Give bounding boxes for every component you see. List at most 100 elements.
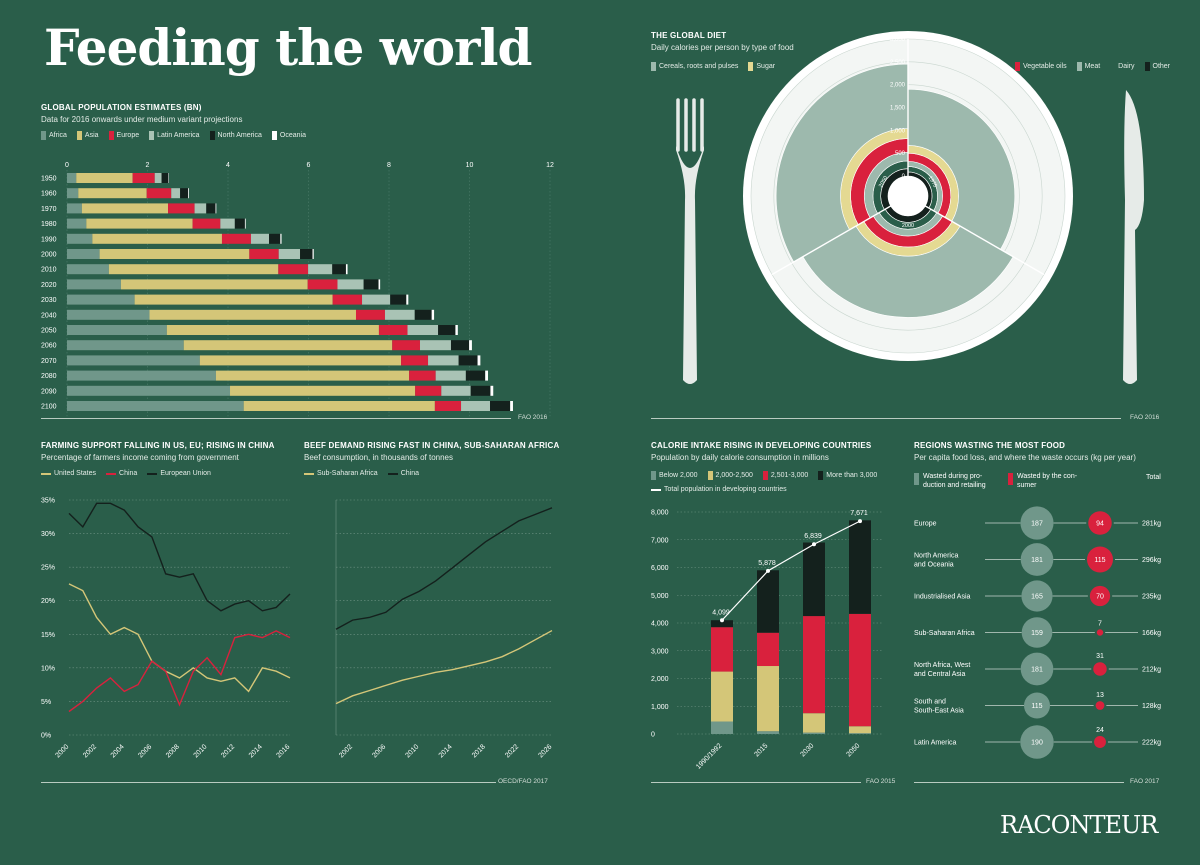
legend-swatch: [818, 471, 824, 480]
x-tick-label: 0: [65, 162, 69, 169]
bar-segment: [428, 355, 459, 366]
bar-segment: [230, 385, 416, 396]
legend-swatch: [651, 62, 656, 71]
bar-segment: [849, 520, 871, 614]
bar-segment: [154, 173, 162, 183]
legend-swatch: [149, 131, 155, 140]
legend-item: Other: [1144, 62, 1170, 71]
diet-rule: [651, 418, 1121, 419]
bar-segment: [490, 401, 511, 411]
diet-subtitle: Daily calories per person by type of foo…: [651, 43, 794, 52]
production-bubble: [1023, 692, 1051, 719]
waste-source: FAO 2017: [1130, 778, 1160, 785]
bar-segment: [390, 294, 407, 305]
legend-label: China: [400, 470, 419, 477]
legend-label: Sub-Saharan Africa: [317, 470, 378, 477]
y-tick-label: 2040: [41, 312, 57, 319]
legend-label: Oceania: [279, 132, 306, 139]
bar-segment: [510, 401, 513, 411]
y-tick-label: 7,000: [651, 537, 669, 544]
population-subtitle: Data for 2016 onwards under medium varia…: [41, 115, 243, 124]
consumer-bubble: [1088, 511, 1112, 535]
legend-item: Europe: [108, 131, 139, 140]
legend-item: Sugar: [748, 62, 775, 71]
region-label: Europe: [914, 521, 937, 528]
total-value: 281kg: [1142, 521, 1161, 528]
bar-segment: [215, 203, 217, 214]
legend-label: United States: [54, 470, 97, 477]
bar-segment: [407, 325, 439, 335]
bar-segment: [431, 309, 435, 320]
total-point: [766, 568, 770, 573]
bar-segment: [803, 542, 825, 617]
bar-segment: [392, 340, 420, 351]
bar-segment: [441, 385, 471, 396]
production-value: 187: [1031, 521, 1043, 528]
legend-label: 2,501-3,000: [770, 472, 809, 479]
diet-legend-right: Vegetable oils Meat Dairy Other: [1015, 62, 1170, 71]
total-point: [858, 519, 862, 524]
x-tick-label: 6: [307, 162, 311, 169]
bar-segment: [345, 264, 348, 275]
bar-segment: [92, 233, 222, 244]
y-tick-label: 2080: [41, 373, 57, 380]
x-tick-label: 2006: [371, 743, 387, 759]
bar-segment: [67, 264, 109, 275]
bar-segment: [849, 613, 871, 727]
bar-segment: [300, 249, 313, 259]
beef-chart: 2002 2006 2010 2014 2018 2022 2026: [335, 499, 553, 759]
calorie-rule: [651, 782, 861, 783]
population-source: FAO 2016: [518, 414, 548, 421]
calorie-subtitle: Population by daily calorie consumption …: [651, 453, 829, 462]
legend-item: Sub-Saharan Africa: [304, 470, 378, 477]
series-line: [68, 630, 291, 713]
legend-label: Wasted by the con-: [1017, 473, 1078, 480]
y-tick-label: 2030: [41, 297, 57, 304]
region-label: Latin America: [914, 740, 957, 747]
legend-item: 2,000-2,500: [707, 471, 753, 480]
bar-segment: [192, 218, 221, 229]
bar-segment: [146, 188, 172, 199]
region-label: Industrialised Asia: [914, 594, 971, 601]
bar-segment: [67, 188, 79, 199]
bar-segment: [337, 279, 364, 290]
production-bubble: [1021, 617, 1053, 648]
legend-item: Meat: [1076, 62, 1101, 71]
bar-segment: [378, 325, 408, 335]
sector-divider: [924, 205, 1045, 276]
r-tick-label: 500: [895, 151, 906, 157]
r-tick-label: 2,000: [890, 83, 906, 89]
legend-swatch: [41, 472, 51, 475]
legend-label: Meat: [1084, 63, 1101, 70]
total-point: [812, 542, 816, 547]
x-tick-label: 2026: [537, 743, 553, 759]
radial-segment: [907, 88, 1015, 250]
bar-segment: [849, 733, 871, 734]
production-bubble: [1020, 652, 1054, 686]
bar-segment: [183, 340, 393, 351]
region-label: South-East Asia: [914, 708, 964, 715]
total-value: 296kg: [1142, 557, 1161, 564]
r-tick-label: 1,000: [890, 128, 906, 134]
legend-item: China: [387, 470, 419, 477]
legend-item: Latin America: [149, 131, 200, 140]
legend-swatch: [651, 471, 656, 480]
bar-segment: [108, 264, 279, 275]
region-label: and Oceania: [914, 562, 954, 569]
y-tick-label: 2000: [41, 252, 57, 259]
consumer-value: 31: [1096, 653, 1104, 660]
calorie-legend-line: Total population in developing countries: [651, 486, 787, 493]
x-tick-label: 4: [226, 162, 230, 169]
sector-divider: [771, 205, 892, 276]
waste-title: REGIONS WASTING THE MOST FOOD: [914, 441, 1066, 450]
fork-icon: [676, 146, 704, 384]
bar-segment: [166, 325, 379, 335]
bar-segment: [188, 188, 189, 199]
x-tick-label: 2015: [753, 742, 769, 758]
y-tick-label: 2060: [41, 343, 57, 350]
x-tick-label: 2010: [193, 743, 209, 759]
category-label: 2000: [902, 223, 914, 229]
legend-swatch: [41, 131, 46, 140]
beef-title: BEEF DEMAND RISING FAST IN CHINA, SUB-SA…: [304, 441, 560, 450]
